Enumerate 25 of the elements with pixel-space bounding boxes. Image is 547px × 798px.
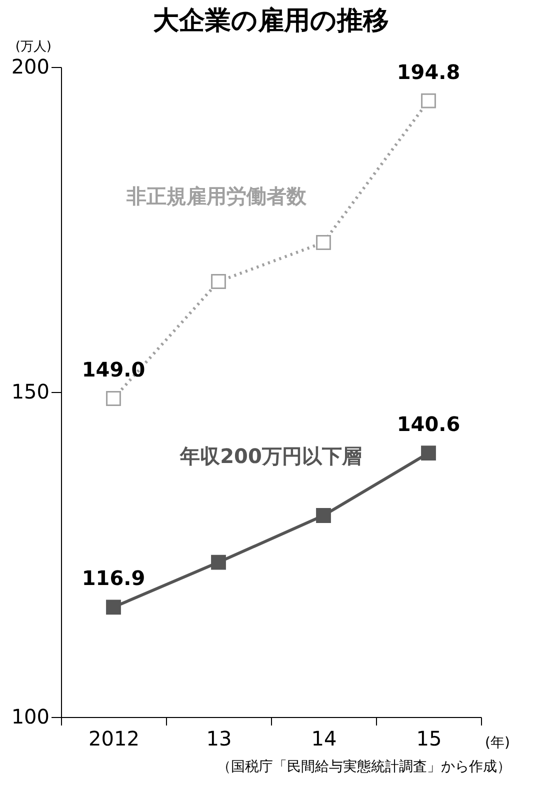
x-tick-label: 15 [416,726,442,750]
chart-title: 大企業の雇用の推移 [153,6,389,36]
x-tick-label: 2012 [88,726,140,750]
series-label: 非正規雇用労働者数 [125,184,308,208]
point [421,93,436,108]
y-tick-label: 200 [11,54,50,78]
text: （国税庁「民間給与実態統計調査」から作成） [217,759,511,775]
data-label: 140.6 [396,412,460,436]
data-label: 149.0 [82,358,146,382]
y-tick-label: 150 [11,380,50,404]
point [106,391,121,406]
series-label: 年収200万円以下層 [179,444,362,468]
point [211,274,226,289]
point [211,554,226,570]
x-tick-label: 14 [311,726,337,750]
x-tick-label: 13 [206,726,232,750]
point [421,446,436,461]
y-axis-title: (万人) [15,40,52,54]
point [106,600,121,615]
y-tick-label: 100 [11,704,50,728]
point [316,235,331,250]
x-axis-title: (年) [485,735,510,751]
data-label: 194.8 [396,60,460,84]
data-label: 116.9 [82,566,146,590]
point [316,508,331,523]
